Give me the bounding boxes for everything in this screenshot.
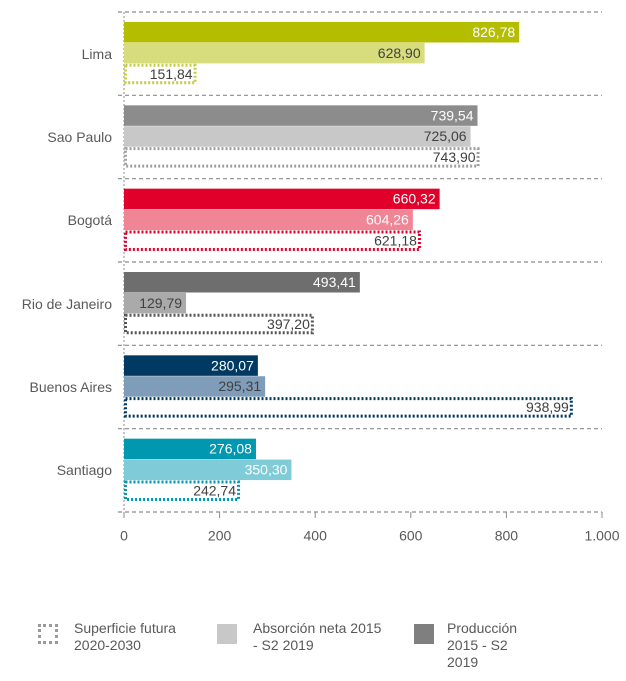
category-label: Rio de Janeiro	[21, 295, 112, 312]
bar	[124, 230, 421, 251]
legend-swatch	[217, 624, 237, 644]
bar	[124, 272, 360, 293]
bar	[124, 126, 471, 147]
category-label: Bogotá	[67, 212, 112, 229]
x-tick-label: 800	[495, 528, 519, 544]
bar	[124, 438, 256, 460]
x-tick-label: 1.000	[584, 528, 619, 544]
bar	[124, 209, 413, 231]
bar	[124, 105, 478, 126]
value-label: 660,32	[393, 191, 436, 207]
value-label: 295,31	[218, 378, 261, 394]
value-label: 826,78	[472, 24, 515, 40]
value-label: 628,90	[378, 45, 421, 61]
bar	[124, 22, 520, 43]
value-label: 151,84	[150, 66, 193, 82]
bar	[124, 313, 314, 335]
value-label: 350,30	[245, 462, 288, 478]
value-label: 604,26	[366, 212, 409, 228]
value-label: 280,07	[211, 357, 254, 373]
bar	[124, 188, 440, 210]
value-label: 397,20	[267, 316, 310, 332]
value-label: 938,99	[526, 399, 569, 415]
bar	[124, 459, 292, 481]
x-tick-label: 600	[399, 528, 423, 544]
category-label: Santiago	[56, 462, 112, 479]
value-label: 129,79	[139, 295, 182, 311]
legend-swatch	[38, 624, 58, 644]
bar	[124, 147, 480, 168]
category-label: Buenos Aires	[29, 379, 113, 395]
bar	[124, 42, 425, 64]
legend-label: Producción 2015 - S2 2019	[447, 620, 518, 670]
bar	[124, 397, 573, 418]
x-tick-label: 200	[208, 528, 232, 544]
legend-label: Absorción neta 2015 - S2 2019	[253, 620, 382, 653]
category-label: Sao Paulo	[47, 129, 112, 145]
bar	[124, 63, 197, 85]
value-label: 493,41	[313, 274, 356, 290]
bar	[124, 480, 241, 501]
legend-swatch	[414, 624, 434, 644]
bar	[124, 355, 258, 376]
value-label: 743,90	[433, 149, 476, 165]
value-label: 725,06	[424, 128, 467, 144]
x-tick-label: 0	[120, 528, 128, 544]
x-tick-label: 400	[304, 528, 328, 544]
category-label: Lima	[81, 45, 112, 62]
legend-label: Superficie futura 2020-2030	[74, 620, 176, 653]
bar	[124, 292, 187, 314]
bar	[124, 376, 266, 397]
value-label: 276,08	[209, 441, 252, 457]
value-label: 739,54	[431, 107, 474, 123]
value-label: 242,74	[193, 482, 236, 498]
value-label: 621,18	[374, 232, 417, 248]
